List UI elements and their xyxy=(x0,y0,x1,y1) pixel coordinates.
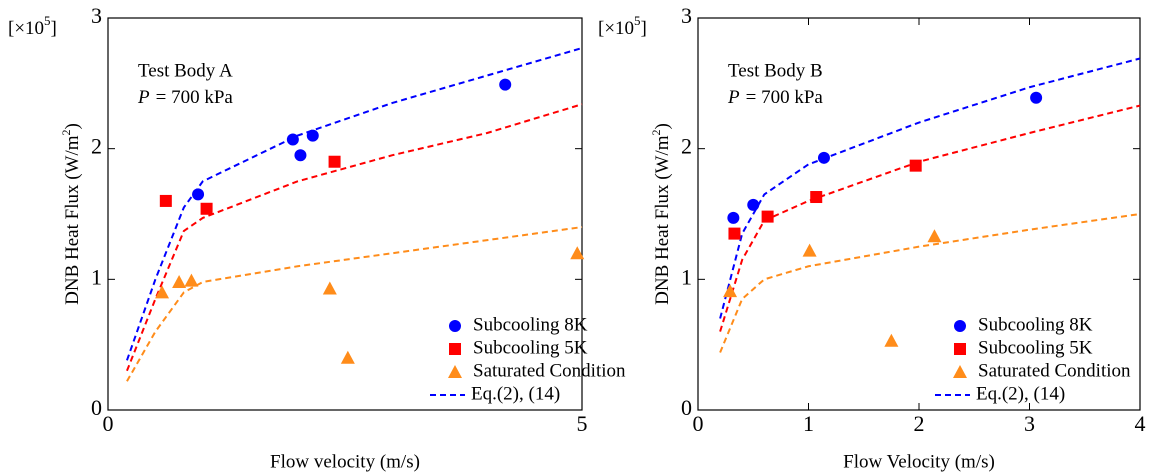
x-tick-label: 4 xyxy=(1135,411,1146,436)
y-label-text: ) xyxy=(652,123,673,129)
marker xyxy=(1030,91,1043,104)
marker xyxy=(328,155,341,168)
marker xyxy=(927,229,942,243)
marker xyxy=(810,191,823,204)
marker xyxy=(728,227,741,240)
y-tick-label: 0 xyxy=(681,395,692,420)
marker xyxy=(200,202,213,215)
y-label-text: DNB Heat Flux (W/m xyxy=(652,135,673,305)
x-tick-label: 2 xyxy=(914,411,925,436)
marker xyxy=(761,210,774,223)
annotation: P = 700 kPa xyxy=(137,87,233,108)
marker xyxy=(184,273,199,287)
legend-marker xyxy=(448,365,462,378)
legend-marker xyxy=(954,343,966,355)
y-label-sup: 2 xyxy=(649,129,663,135)
marker xyxy=(159,194,172,207)
x-tick-label: 5 xyxy=(577,411,588,436)
marker xyxy=(294,149,307,162)
fit-line xyxy=(719,104,1141,332)
x-tick-label: 1 xyxy=(803,411,814,436)
marker xyxy=(192,188,205,201)
annotation: P = 700 kPa xyxy=(727,87,823,108)
legend-marker xyxy=(449,320,461,332)
scale-label: [×105] xyxy=(598,13,647,39)
marker xyxy=(172,274,187,288)
x-axis-label: Flow velocity (m/s) xyxy=(270,451,420,472)
y-label-text: DNB Heat Flux (W/m xyxy=(62,135,83,305)
y-tick-label: 0 xyxy=(91,395,102,420)
y-axis-label: DNB Heat Flux (W/m2) xyxy=(649,123,674,305)
legend-label: Subcooling 8K xyxy=(473,314,588,335)
pressure-symbol: P xyxy=(727,87,740,108)
legend-marker xyxy=(954,320,966,332)
y-tick-label: 3 xyxy=(681,3,692,28)
x-axis-label: Flow Velocity (m/s) xyxy=(843,451,995,472)
scale-sup: 5 xyxy=(634,13,641,28)
scale-text: [×10 xyxy=(8,18,44,39)
pressure-symbol: P xyxy=(137,87,150,108)
marker xyxy=(340,350,355,364)
legend-label: Eq.(2), (14) xyxy=(471,383,560,404)
x-tick-label: 3 xyxy=(1024,411,1035,436)
x-tick-label: 0 xyxy=(103,411,114,436)
legend-label: Subcooling 5K xyxy=(473,337,588,358)
y-tick-label: 1 xyxy=(91,264,102,289)
marker xyxy=(322,281,337,295)
fit-line xyxy=(719,57,1141,319)
marker xyxy=(286,133,299,146)
marker xyxy=(909,159,922,172)
scale-sup: 5 xyxy=(44,13,51,28)
fit-line xyxy=(126,47,583,361)
y-axis-label: DNB Heat Flux (W/m2) xyxy=(59,123,84,305)
y-tick-label: 2 xyxy=(681,134,692,159)
legend-label: Subcooling 8K xyxy=(978,314,1093,335)
pressure-text: = 700 kPa xyxy=(746,87,824,108)
marker xyxy=(747,198,760,211)
marker xyxy=(723,284,738,298)
marker xyxy=(155,285,170,299)
fit-line xyxy=(126,103,583,372)
marker xyxy=(802,243,817,257)
annotation: Test Body B xyxy=(728,60,823,81)
plot-frame xyxy=(107,17,583,411)
legend-marker xyxy=(449,343,461,355)
marker xyxy=(499,78,512,91)
y-tick-label: 3 xyxy=(91,3,102,28)
marker xyxy=(727,211,740,224)
legend-label: Saturated Condition xyxy=(473,360,626,381)
scale-text: ] xyxy=(51,18,57,39)
scale-label: [×105] xyxy=(8,13,57,39)
legend-marker xyxy=(953,365,967,378)
legend-label: Subcooling 5K xyxy=(978,337,1093,358)
scale-text: ] xyxy=(641,18,647,39)
marker xyxy=(817,151,830,164)
x-tick-label: 0 xyxy=(693,411,704,436)
legend-label: Eq.(2), (14) xyxy=(976,383,1065,404)
marker xyxy=(306,129,319,142)
fit-line xyxy=(126,226,583,382)
legend-label: Saturated Condition xyxy=(978,360,1131,381)
scale-text: [×10 xyxy=(598,18,634,39)
pressure-text: = 700 kPa xyxy=(156,87,234,108)
y-label-text: ) xyxy=(62,123,83,129)
marker xyxy=(570,246,585,260)
y-label-sup: 2 xyxy=(59,129,73,135)
y-tick-label: 1 xyxy=(681,264,692,289)
fit-line xyxy=(719,213,1141,353)
y-tick-label: 2 xyxy=(91,134,102,159)
annotation: Test Body A xyxy=(138,60,233,81)
marker xyxy=(884,333,899,347)
